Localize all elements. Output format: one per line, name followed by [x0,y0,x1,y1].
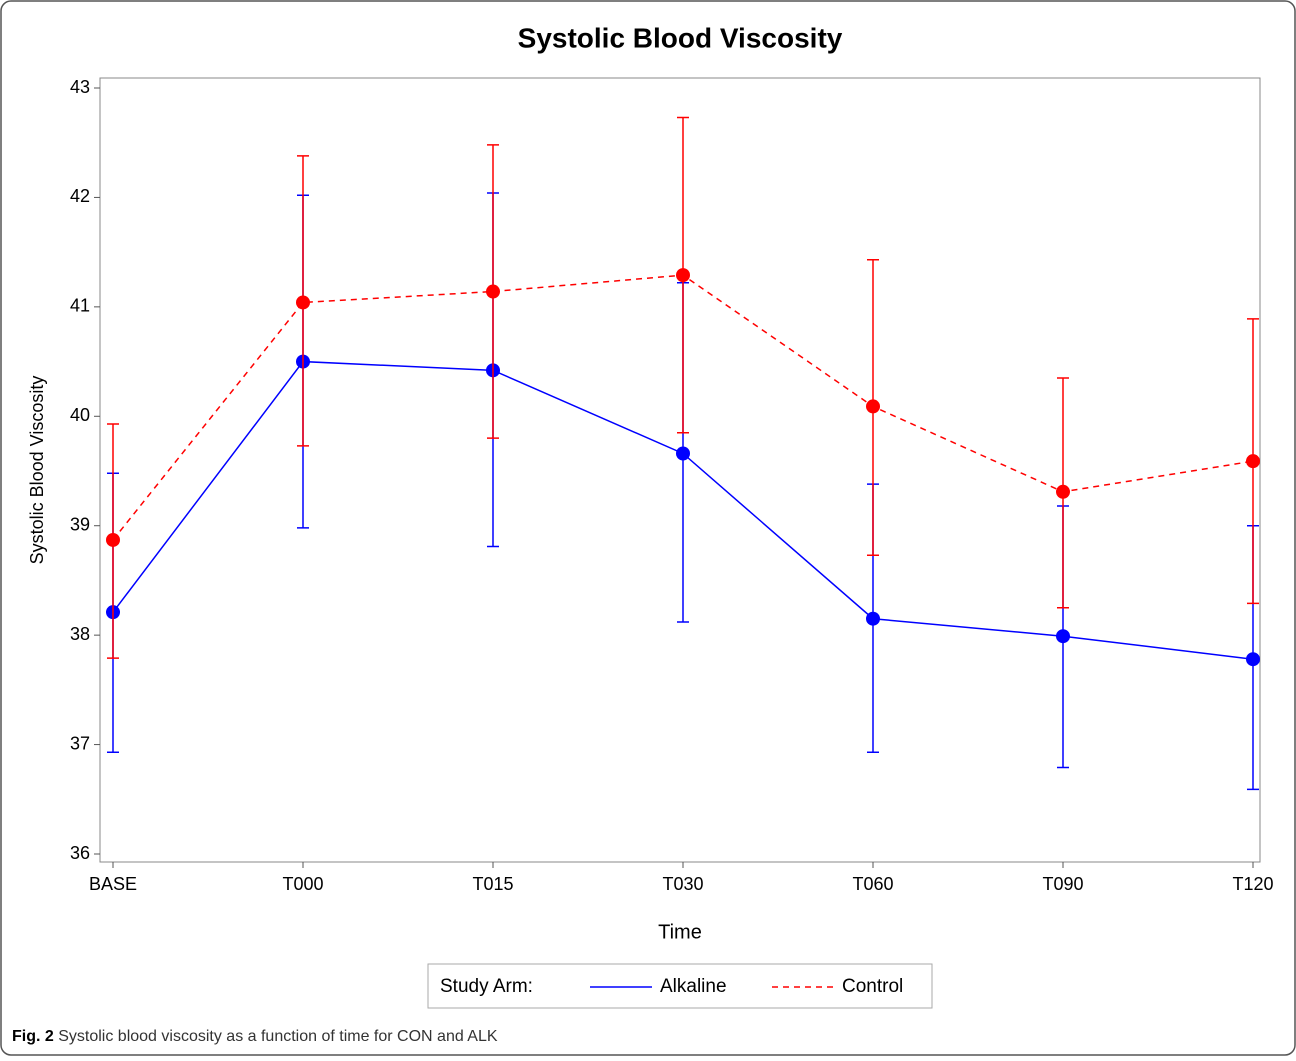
x-tick-label: T090 [1042,874,1083,894]
data-point [866,611,880,626]
y-axis-label: Systolic Blood Viscosity [27,376,47,565]
y-tick-label: 38 [70,624,90,644]
caption-label: Fig. 2 [12,1028,54,1045]
caption: Fig. 2 Systolic blood viscosity as a fun… [12,1028,498,1045]
legend-box [427,963,933,1009]
data-point [1246,454,1260,469]
chart-title: Systolic Blood Viscosity [518,22,843,53]
data-point [1056,484,1070,499]
y-tick-label: 36 [70,843,90,863]
x-axis-label: Time [658,921,702,943]
x-tick-label: BASE [89,874,137,894]
data-point [1056,629,1070,644]
x-tick-label: T000 [282,874,323,894]
y-tick-label: 42 [70,186,90,206]
data-point [676,268,690,283]
data-point [486,284,500,299]
x-tick-label: T015 [472,874,513,894]
data-point [296,295,310,310]
x-tick-label: T030 [662,874,703,894]
data-point [866,399,880,414]
data-point [106,532,120,547]
data-point [1246,652,1260,667]
x-tick-label: T120 [1232,874,1273,894]
x-tick-label: T060 [852,874,893,894]
y-tick-label: 37 [70,733,90,753]
legend-label: Control [842,976,903,997]
y-tick-label: 39 [70,514,90,534]
y-tick-label: 40 [70,405,90,425]
legend-label: Alkaline [660,976,727,997]
caption-text: Systolic blood viscosity as a function o… [58,1028,498,1045]
legend-title: Study Arm: [440,976,533,997]
y-tick-label: 41 [70,296,90,316]
data-point [676,446,690,461]
y-tick-label: 43 [70,77,90,97]
plot-frame [99,77,1261,863]
